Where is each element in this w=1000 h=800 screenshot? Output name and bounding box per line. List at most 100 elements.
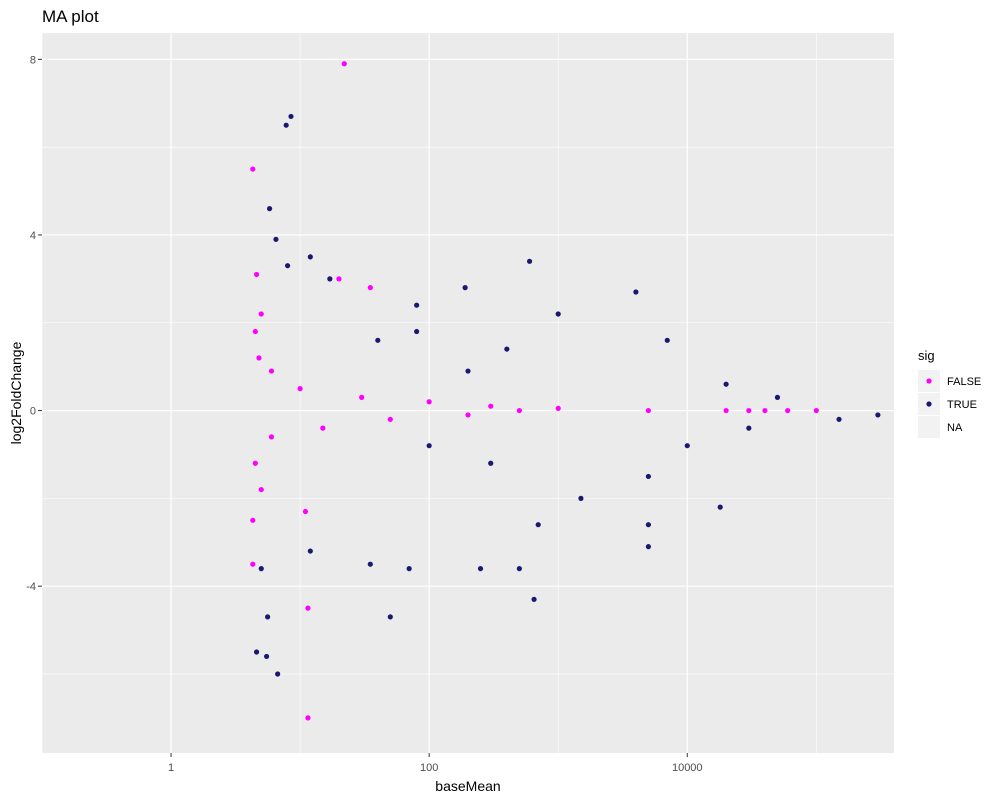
data-point [813,407,819,414]
data-point [341,61,347,67]
x-tick-label: 100 [420,762,438,774]
y-tick-label: 8 [30,54,36,66]
data-point [266,206,273,212]
data-point [387,614,393,620]
data-point [284,263,291,269]
legend: sig FALSE TRUE NA [918,348,981,438]
data-point [256,355,262,361]
data-point [414,302,420,308]
grid-lines [41,33,894,753]
data-point [555,405,561,411]
data-point [516,566,522,572]
series-false [250,61,819,721]
y-axis-title: log2FoldChange [8,341,24,444]
data-point [684,443,690,449]
data-point [297,386,303,392]
data-point [258,566,264,572]
data-point [785,407,791,414]
data-point [307,254,313,260]
data-point [746,425,752,431]
data-point [516,407,522,414]
x-tick-label: 10000 [672,762,703,774]
data-point [414,328,420,335]
legend-marker [926,401,932,407]
data-point [273,236,279,242]
data-point [578,495,584,501]
legend-label: TRUE [947,399,977,411]
chart-title: MA plot [42,7,99,26]
data-point [263,653,270,660]
data-point [426,399,432,405]
data-point [253,649,260,655]
data-point [375,337,381,343]
data-point [426,443,432,449]
legend-label: FALSE [947,376,981,388]
x-axis-ticks: 1 100 10000 [168,753,703,774]
data-point [268,434,275,440]
data-point [504,346,510,352]
data-point [275,671,281,677]
data-point [762,407,768,414]
data-point [531,596,537,602]
data-point [359,394,365,400]
data-point [875,412,881,418]
series-true [253,113,881,677]
data-point [336,276,342,282]
data-point [488,460,494,466]
data-point [645,522,652,528]
y-axis-ticks: -4 0 4 8 [26,54,42,593]
data-point [723,407,729,414]
data-point [645,407,652,414]
data-point [526,258,533,264]
data-point [645,544,652,550]
data-point [250,517,256,523]
legend-marker [926,378,932,384]
y-tick-label: 0 [30,406,36,418]
data-point [367,561,373,567]
data-point [288,113,294,120]
data-point [367,285,373,291]
data-point [465,368,471,374]
data-point [265,614,271,620]
data-point [555,311,561,317]
data-point [302,508,309,515]
x-axis-title: baseMean [435,778,500,794]
data-point [633,289,639,295]
legend-entries: FALSE TRUE NA [918,370,981,438]
data-point [307,548,313,554]
data-point [746,407,752,414]
data-point [252,328,258,335]
data-point [258,311,264,317]
data-point [258,486,264,493]
data-point [252,460,258,466]
data-point [387,416,393,422]
data-point [774,394,781,400]
data-point [477,566,484,572]
data-point [305,715,311,721]
data-point [645,473,652,480]
data-point [723,381,729,387]
legend-entry: TRUE [918,393,977,415]
data-point [406,566,412,572]
data-point [320,425,326,431]
data-point [327,276,333,282]
data-point [717,504,723,510]
data-points [250,61,881,721]
legend-key [918,416,940,438]
data-point [283,122,289,128]
data-point [488,403,494,409]
data-point [305,605,311,611]
y-tick-label: -4 [26,581,36,593]
data-point [462,285,468,291]
data-point [664,337,670,343]
legend-label: NA [947,422,963,434]
y-tick-label: 4 [30,230,36,242]
legend-title: sig [918,348,935,363]
data-point [250,166,256,172]
legend-entry: NA [918,416,963,438]
data-point [836,416,842,422]
data-point [253,271,260,278]
plot-panel [42,33,894,753]
data-point [268,368,275,374]
